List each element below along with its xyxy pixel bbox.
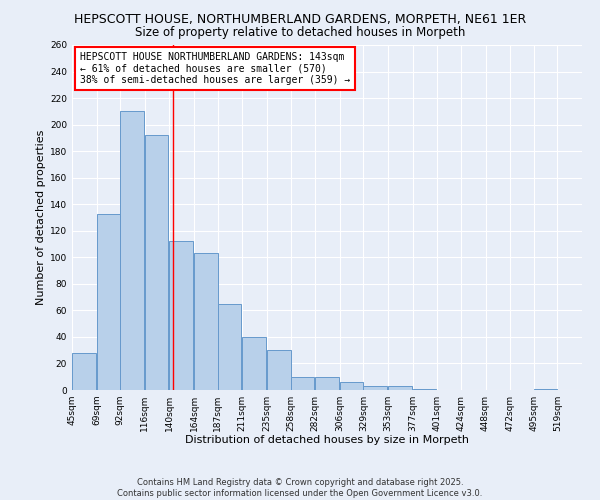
Text: Size of property relative to detached houses in Morpeth: Size of property relative to detached ho… bbox=[135, 26, 465, 39]
Bar bbox=[267, 350, 290, 390]
Bar bbox=[120, 112, 144, 390]
Bar bbox=[413, 388, 436, 390]
Text: Contains HM Land Registry data © Crown copyright and database right 2025.
Contai: Contains HM Land Registry data © Crown c… bbox=[118, 478, 482, 498]
Bar bbox=[218, 304, 241, 390]
Bar bbox=[194, 254, 218, 390]
Bar bbox=[72, 353, 95, 390]
Bar bbox=[242, 337, 266, 390]
Bar bbox=[534, 388, 557, 390]
Bar bbox=[145, 135, 169, 390]
Text: HEPSCOTT HOUSE NORTHUMBERLAND GARDENS: 143sqm
← 61% of detached houses are small: HEPSCOTT HOUSE NORTHUMBERLAND GARDENS: 1… bbox=[80, 52, 350, 85]
Y-axis label: Number of detached properties: Number of detached properties bbox=[36, 130, 46, 305]
Bar bbox=[315, 376, 339, 390]
Bar bbox=[169, 242, 193, 390]
X-axis label: Distribution of detached houses by size in Morpeth: Distribution of detached houses by size … bbox=[185, 436, 469, 446]
Text: HEPSCOTT HOUSE, NORTHUMBERLAND GARDENS, MORPETH, NE61 1ER: HEPSCOTT HOUSE, NORTHUMBERLAND GARDENS, … bbox=[74, 12, 526, 26]
Bar bbox=[364, 386, 387, 390]
Bar bbox=[340, 382, 364, 390]
Bar bbox=[290, 376, 314, 390]
Bar bbox=[388, 386, 412, 390]
Bar bbox=[97, 214, 120, 390]
